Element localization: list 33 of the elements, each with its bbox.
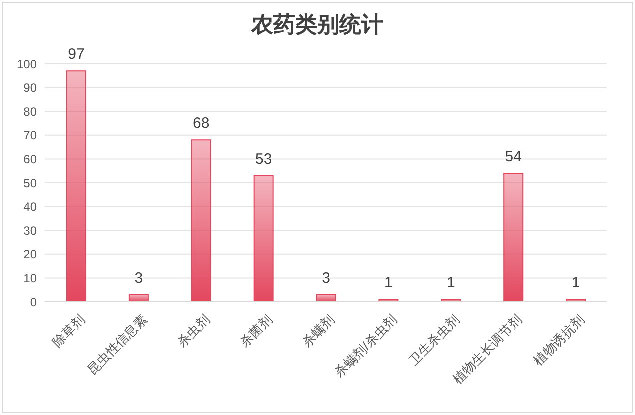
bar [191,140,212,302]
y-tick-label: 10 [24,271,38,286]
bar [504,172,524,302]
data-label: 3 [134,270,144,287]
data-label: 54 [505,148,522,166]
y-tick-label: 80 [24,104,38,119]
data-label: 1 [384,274,393,292]
data-label: 1 [446,274,456,292]
y-tick-label: 30 [24,224,38,238]
chart-title: 农药类别统计 [250,11,384,39]
bar [316,294,336,302]
data-label: 53 [255,150,272,168]
y-tick-label: 50 [24,176,38,190]
bar [66,70,86,302]
x-tick-label: 卫生杀虫剂 [406,312,462,369]
x-tick-label: 杀螨剂 [299,312,338,350]
y-tick-label: 100 [16,57,38,72]
data-label: 1 [572,274,580,292]
data-label: 97 [68,46,85,64]
y-tick-label: 0 [30,295,38,310]
x-tick-label: 植物诱抗剂 [530,312,588,369]
data-label: 68 [193,115,210,132]
bar [128,294,149,302]
x-tick-label: 杀菌剂 [236,312,276,350]
y-tick-label: 40 [24,200,38,214]
x-tick-label: 除草剂 [50,312,88,350]
y-tick-label: 20 [24,248,38,262]
y-tick-label: 60 [24,152,38,166]
y-tick-label: 90 [24,81,38,96]
bar [254,175,274,302]
data-label: 3 [322,270,330,287]
y-tick-label: 70 [24,128,38,143]
x-tick-label: 杀虫剂 [174,312,213,350]
